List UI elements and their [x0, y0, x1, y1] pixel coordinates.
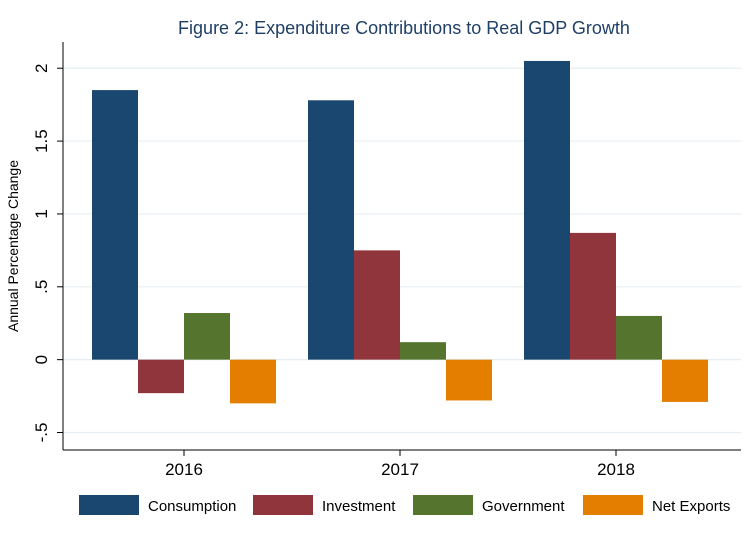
- bar-investment-2017: [354, 250, 400, 360]
- x-tick-label: 2018: [597, 460, 635, 479]
- y-axis-label: Annual Percentage Change: [5, 160, 21, 332]
- bars: [92, 60, 708, 404]
- legend-label-government: Government: [482, 498, 565, 515]
- legend-swatch-government: [413, 495, 473, 515]
- bar-government-2018: [616, 315, 662, 360]
- bar-investment-2016: [138, 359, 184, 394]
- y-tick-label: 0: [32, 355, 51, 364]
- y-tick-label: 1: [32, 209, 51, 218]
- chart-title: Figure 2: Expenditure Contributions to R…: [178, 18, 630, 38]
- y-tick-label: -.5: [32, 423, 51, 443]
- legend-swatch-consumption: [79, 495, 139, 515]
- bar-consumption-2017: [308, 100, 354, 360]
- y-tick-label: 2: [32, 63, 51, 72]
- legend-label-net-exports: Net Exports: [652, 498, 730, 515]
- legend-swatch-net-exports: [583, 495, 643, 515]
- bar-net-exports-2018: [662, 359, 708, 402]
- legend: Consumption Investment Government Net Expor…: [79, 495, 730, 515]
- y-tick-label: .5: [32, 280, 51, 294]
- x-tick-labels: 2016 2017 2018: [165, 460, 635, 479]
- bar-consumption-2016: [92, 90, 138, 360]
- y-tick-labels: -.5 0 .5 1 1.5 2: [32, 63, 51, 442]
- bar-government-2017: [400, 342, 446, 360]
- bar-consumption-2018: [524, 60, 570, 360]
- legend-label-investment: Investment: [322, 498, 396, 515]
- legend-swatch-investment: [253, 495, 313, 515]
- bar-investment-2018: [570, 232, 616, 360]
- axes: [57, 42, 741, 456]
- y-tick-label: 1.5: [32, 129, 51, 153]
- bar-government-2016: [184, 313, 230, 360]
- x-tick-label: 2016: [165, 460, 203, 479]
- x-tick-label: 2017: [381, 460, 419, 479]
- legend-label-consumption: Consumption: [148, 498, 236, 515]
- bar-net-exports-2017: [446, 359, 492, 401]
- bar-net-exports-2016: [230, 359, 276, 404]
